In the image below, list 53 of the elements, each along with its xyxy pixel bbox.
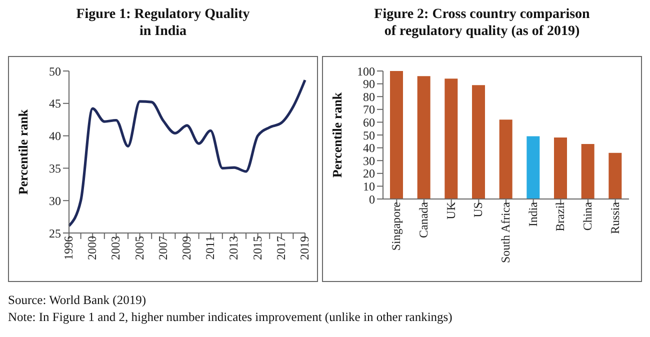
x-tick-label: Russia: [608, 201, 622, 234]
x-tick-label: 2005: [132, 236, 146, 260]
y-tick-label: 30: [49, 194, 61, 208]
x-tick-label: 1996: [62, 236, 76, 260]
y-tick-label: 70: [363, 102, 375, 117]
y-tick-label: 60: [363, 115, 375, 130]
x-tick-label: South Africa: [498, 201, 513, 263]
y-axis-title: Percentile rank: [330, 92, 345, 178]
y-tick-label: 40: [363, 141, 375, 156]
y-tick-label: 10: [363, 179, 375, 194]
y-tick-label: 100: [357, 64, 375, 78]
bar: [526, 136, 540, 199]
y-tick-label: 30: [363, 154, 375, 168]
x-tick-label: US: [471, 202, 486, 218]
y-tick-label: 25: [49, 226, 61, 240]
x-tick-label: 2013: [226, 236, 241, 260]
bar: [581, 144, 594, 199]
text: Note: In Figure 1 and 2, higher number indicates improvement (unlike in other rankings): [8, 309, 452, 326]
x-tick-label: 2015: [250, 236, 264, 260]
y-tick-label: 90: [363, 77, 375, 92]
y-tick-label: 35: [49, 161, 61, 176]
x-tick-label: Canada: [416, 201, 431, 238]
chart-title: Figure 1: Regulatory Quality in India: [75, 6, 251, 40]
x-tick-label: China: [580, 201, 595, 231]
x-tick-label: Brazil: [553, 201, 568, 232]
bar: [390, 71, 403, 199]
bar: [444, 78, 458, 199]
y-axis-title: Percentile rank: [16, 108, 31, 195]
bar: [608, 152, 622, 199]
x-tick-label: 2003: [108, 236, 123, 260]
bar: [417, 76, 430, 199]
y-tick-label: 80: [363, 90, 375, 104]
x-tick-label: 2009: [180, 236, 194, 260]
y-tick-label: 0: [369, 192, 375, 206]
x-tick-label: 2019: [298, 236, 312, 260]
x-tick-label: Singapore: [389, 202, 404, 251]
y-tick-label: 40: [49, 129, 61, 144]
x-tick-label: 2007: [156, 236, 170, 260]
x-tick-label: India: [526, 201, 540, 227]
bar: [554, 138, 567, 199]
x-tick-label: 2000: [85, 236, 100, 260]
chart-title: Figure 2: Cross country comparison of regulatory quality (as of 2019): [373, 6, 591, 40]
x-tick-label: UK: [444, 202, 458, 220]
x-tick-label: 2011: [203, 236, 218, 260]
y-tick-label: 20: [363, 166, 375, 181]
bar: [499, 120, 512, 199]
y-tick-label: 45: [49, 96, 61, 111]
y-tick-label: 50: [363, 128, 375, 142]
line-series: [68, 78, 306, 228]
x-tick-label: 2017: [274, 236, 288, 260]
source-note: Source: World Bank (2019): [8, 292, 147, 309]
y-tick-label: 50: [49, 64, 61, 78]
bar: [472, 85, 485, 199]
